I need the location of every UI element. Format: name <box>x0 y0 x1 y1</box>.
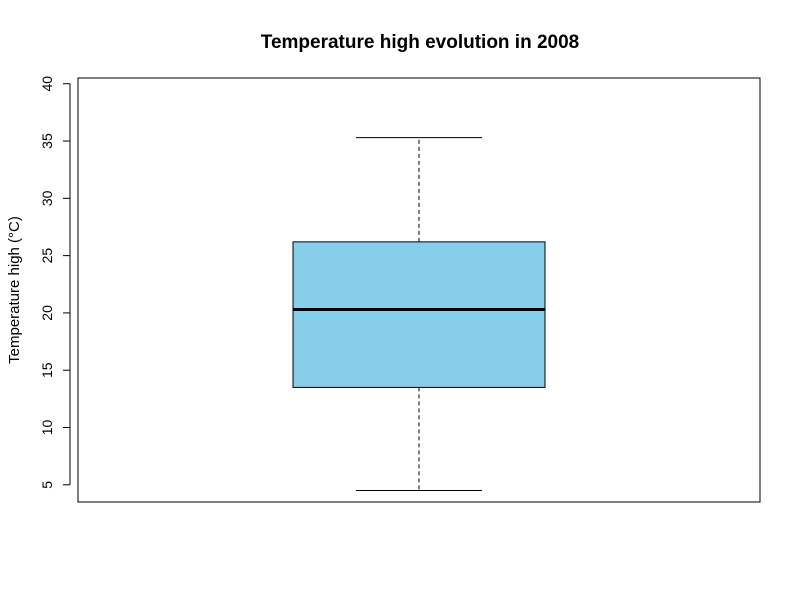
y-tick-label: 20 <box>39 305 55 321</box>
y-tick-label: 5 <box>39 481 55 489</box>
y-tick-label: 25 <box>39 248 55 264</box>
plot-content <box>292 137 546 492</box>
y-axis-label: Temperature high (°C) <box>6 216 23 364</box>
y-tick-label: 10 <box>39 420 55 436</box>
plot-frame <box>77 77 761 503</box>
y-tick-label: 30 <box>39 190 55 206</box>
iqr-box <box>292 241 546 388</box>
y-tick-label: 15 <box>39 362 55 378</box>
y-tick-label: 40 <box>39 76 55 92</box>
chart-title: Temperature high evolution in 2008 <box>261 32 580 53</box>
y-axis: 5 10 15 20 25 30 35 40 <box>39 76 71 489</box>
y-tick-label: 35 <box>39 133 55 149</box>
